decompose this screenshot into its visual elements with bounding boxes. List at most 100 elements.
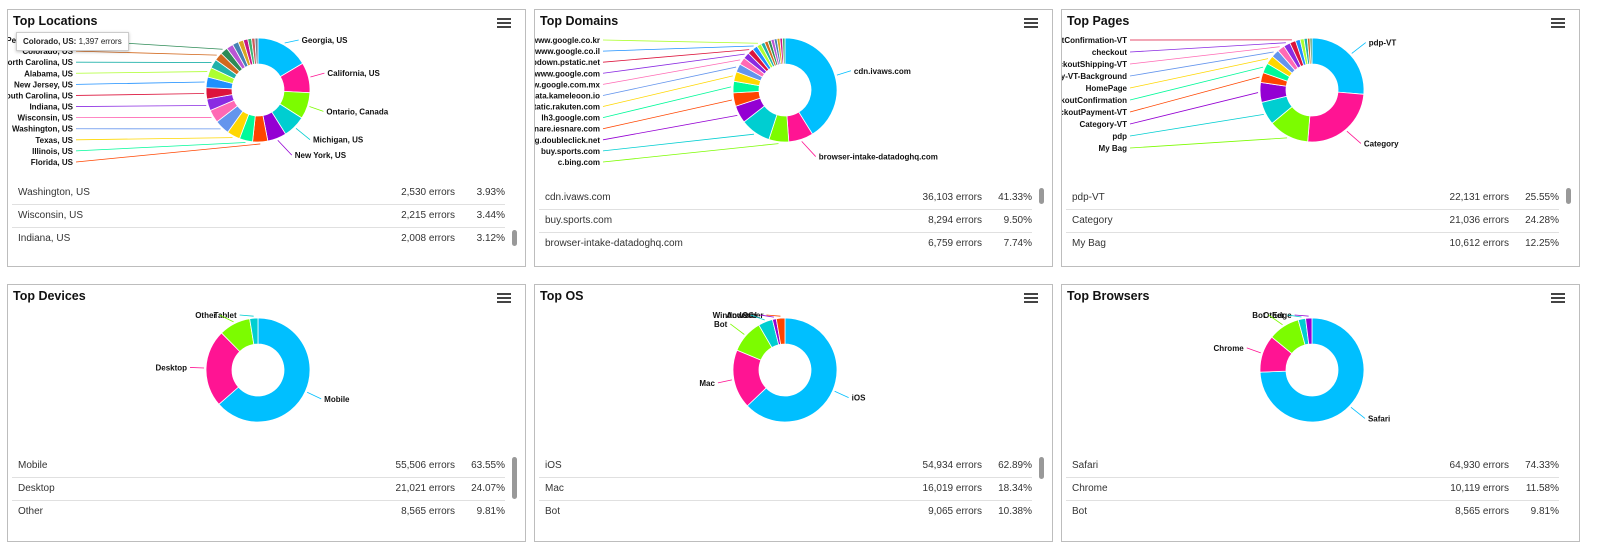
- table-row[interactable]: Mobile 55,506 errors 63.55%: [12, 455, 505, 478]
- slice-label: Michigan, US: [313, 136, 364, 145]
- slice-label: Android: [726, 311, 757, 320]
- table-row[interactable]: pdp-VT 22,131 errors 25.55%: [1066, 187, 1559, 210]
- slice[interactable]: [746, 317, 838, 423]
- donut-chart: pdp-VT Category checkoutConfirmation-VT che…: [1062, 36, 1399, 153]
- label-connector: [1129, 58, 1269, 89]
- label-connector: [602, 39, 758, 44]
- table-row[interactable]: Bot 9,065 errors 10.38%: [545, 506, 1032, 517]
- scrollbar[interactable]: [512, 230, 517, 246]
- slice[interactable]: [1305, 317, 1313, 345]
- slice-label: HomePage: [1086, 84, 1128, 93]
- menu-icon[interactable]: [1551, 18, 1565, 30]
- label-connector: [239, 314, 254, 317]
- label-connector: [190, 367, 205, 369]
- table-row[interactable]: buy.sports.com 8,294 errors 9.50%: [539, 210, 1032, 233]
- table-row[interactable]: Bot 8,565 errors 9.81%: [1072, 506, 1559, 517]
- data-table: Washington, US 2,530 errors 3.93% Wisconsi…: [12, 182, 505, 250]
- slice[interactable]: [781, 37, 786, 65]
- menu-icon[interactable]: [497, 293, 511, 305]
- slice[interactable]: [254, 37, 259, 65]
- table-row[interactable]: My Bag 10,612 errors 12.25%: [1072, 238, 1559, 249]
- table-row[interactable]: Safari 64,930 errors 74.33%: [1066, 455, 1559, 478]
- menu-icon[interactable]: [1551, 293, 1565, 305]
- card-top-locations: Top Locations Georgia, US California, US O…: [7, 9, 526, 267]
- label-connector: [602, 45, 754, 52]
- menu-icon[interactable]: [1024, 18, 1038, 30]
- label-connector: [75, 105, 207, 107]
- slice-label: iOS: [852, 394, 866, 403]
- data-table: Mobile 55,506 errors 63.55% Desktop 21,021 …: [12, 455, 505, 523]
- label-connector: [307, 391, 322, 400]
- card-top-domains: Top Domains cdn.ivaws.com browser-intake-…: [534, 9, 1053, 267]
- slice[interactable]: [249, 317, 259, 345]
- slice-label: Category: [1364, 139, 1399, 148]
- slice-label: checkoutPayment-VT: [1062, 108, 1127, 117]
- label-connector: [75, 137, 233, 141]
- data-table: cdn.ivaws.com 36,103 errors 41.33% buy.spo…: [539, 187, 1032, 255]
- slice-label: Other: [195, 311, 216, 320]
- table-row[interactable]: Category 21,036 errors 24.28%: [1066, 210, 1559, 233]
- card-title: Top Domains: [540, 14, 619, 28]
- label-connector: [1287, 314, 1302, 318]
- slice-label: www.google.co.kr: [535, 36, 600, 45]
- slice-label: Mac: [699, 379, 715, 388]
- slice[interactable]: [1307, 91, 1365, 143]
- table-row[interactable]: Chrome 10,119 errors 11.58%: [1066, 478, 1559, 501]
- scrollbar[interactable]: [1039, 188, 1044, 204]
- label-connector: [1346, 130, 1362, 144]
- slice-label: Georgia, US: [302, 36, 348, 45]
- label-connector: [75, 93, 205, 96]
- menu-icon[interactable]: [1024, 293, 1038, 305]
- slice[interactable]: [1309, 37, 1313, 65]
- data-table: pdp-VT 22,131 errors 25.55% Category 21,036…: [1066, 187, 1559, 255]
- slice-label: California, US: [327, 69, 380, 78]
- card-title: Top Devices: [13, 289, 86, 303]
- table-row[interactable]: Mac 16,019 errors 18.34%: [539, 478, 1032, 501]
- menu-icon[interactable]: [497, 18, 511, 30]
- scrollbar[interactable]: [512, 457, 517, 499]
- table-row[interactable]: iOS 54,934 errors 62.89%: [539, 455, 1032, 478]
- label-connector: [602, 49, 750, 63]
- label-connector: [766, 314, 781, 317]
- label-connector: [717, 379, 733, 384]
- slice-label: Mobile: [324, 395, 350, 404]
- slice-label: buy.sports.com: [541, 147, 600, 156]
- label-connector: [75, 143, 261, 163]
- slice[interactable]: [1259, 317, 1365, 423]
- slice-label: Category-VT: [1079, 120, 1127, 129]
- slice-label: Windows: [713, 311, 749, 320]
- slice[interactable]: [784, 37, 838, 135]
- slice[interactable]: [775, 317, 786, 345]
- slice-label: appdown.pstatic.net: [535, 58, 600, 67]
- label-connector: [602, 99, 733, 130]
- scrollbar[interactable]: [1039, 457, 1044, 479]
- label-connector: [1294, 314, 1309, 317]
- table-row[interactable]: Washington, US 2,530 errors 3.93%: [12, 182, 505, 205]
- table-row[interactable]: cdn.ivaws.com 36,103 errors 41.33%: [539, 187, 1032, 210]
- card-top-browsers: Top Browsers Safari Edge Other Bot Chrome Sa…: [1061, 284, 1580, 542]
- slice-label: Bot: [1252, 311, 1266, 320]
- card-title: Top Locations: [13, 14, 98, 28]
- table-row[interactable]: Other 8,565 errors 9.81%: [18, 506, 505, 517]
- label-connector: [602, 115, 738, 141]
- card-title: Top Pages: [1067, 14, 1130, 28]
- slice-label: browser-intake-datadoghq.com: [819, 153, 938, 162]
- slice-label: googleads.g.doubleclick.net: [535, 136, 600, 145]
- label-connector: [1350, 407, 1366, 419]
- slice[interactable]: [1311, 37, 1365, 95]
- scrollbar[interactable]: [1566, 188, 1571, 204]
- table-row[interactable]: Wisconsin, US 2,215 errors 3.44%: [12, 205, 505, 228]
- slice-label: Ontario, Canada: [326, 107, 388, 116]
- table-row[interactable]: Desktop 21,021 errors 24.07%: [12, 478, 505, 501]
- data-table: Safari 64,930 errors 74.33% Chrome 10,119 e…: [1066, 455, 1559, 523]
- label-connector: [730, 323, 745, 335]
- slice[interactable]: [218, 317, 311, 423]
- label-connector: [834, 390, 849, 398]
- table-row[interactable]: Indiana, US 2,008 errors 3.12%: [18, 233, 505, 244]
- label-connector: [284, 39, 299, 44]
- label-connector: [1129, 92, 1259, 125]
- slice-label: www.google.co.il: [535, 47, 600, 56]
- label-connector: [1351, 42, 1366, 54]
- table-row[interactable]: browser-intake-datadoghq.com 6,759 errors…: [545, 238, 1032, 249]
